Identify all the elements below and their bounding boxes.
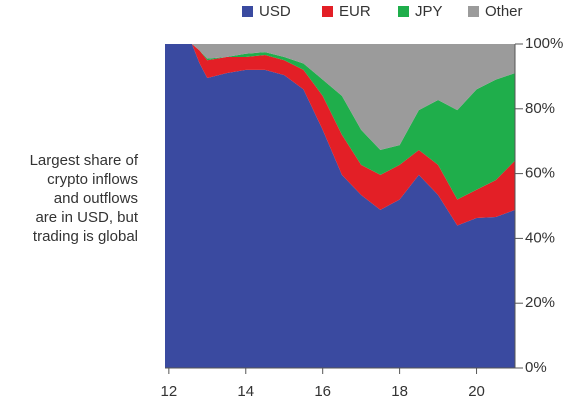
area bbox=[165, 44, 515, 368]
legend-label: JPY bbox=[415, 3, 443, 20]
y-tick-label: 0% bbox=[525, 359, 547, 376]
legend-label: Other bbox=[485, 3, 523, 20]
area bbox=[165, 44, 515, 226]
legend-swatch bbox=[398, 6, 409, 17]
x-tick-label: 12 bbox=[161, 383, 178, 400]
annotation: and outflows bbox=[54, 190, 138, 207]
legend-label: EUR bbox=[339, 3, 371, 20]
y-tick-label: 20% bbox=[525, 294, 555, 311]
legend-swatch bbox=[242, 6, 253, 17]
x-tick-label: 20 bbox=[468, 383, 485, 400]
annotation: Largest share of bbox=[30, 152, 139, 169]
x-tick-label: 14 bbox=[237, 383, 254, 400]
x-tick-label: 18 bbox=[391, 383, 408, 400]
y-tick-label: 100% bbox=[525, 35, 563, 52]
x-tick-label: 16 bbox=[314, 383, 331, 400]
legend-label: USD bbox=[259, 3, 291, 20]
area bbox=[165, 44, 515, 200]
y-tick-label: 80% bbox=[525, 100, 555, 117]
y-tick-label: 60% bbox=[525, 165, 555, 182]
area bbox=[165, 44, 515, 150]
annotation: crypto inflows bbox=[47, 171, 138, 188]
annotation: are in USD, but bbox=[35, 209, 138, 226]
legend-swatch bbox=[468, 6, 479, 17]
annotation: trading is global bbox=[33, 228, 138, 245]
y-tick-label: 40% bbox=[525, 229, 555, 246]
legend-swatch bbox=[322, 6, 333, 17]
